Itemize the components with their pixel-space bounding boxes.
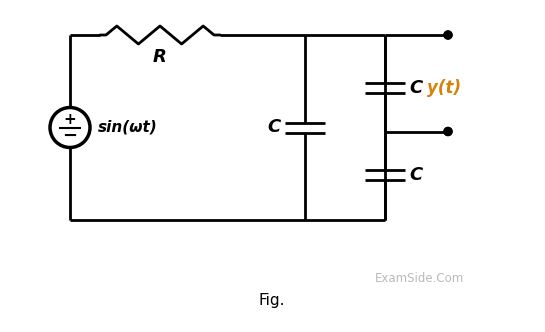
Text: −: − [63, 127, 77, 145]
Circle shape [445, 128, 451, 135]
Text: C: C [268, 119, 281, 136]
Text: ExamSide.Com: ExamSide.Com [376, 272, 465, 285]
Text: +: + [64, 113, 76, 127]
Text: sin(ωt): sin(ωt) [98, 120, 158, 135]
Text: C: C [409, 166, 422, 184]
Text: y(t): y(t) [427, 79, 461, 97]
Text: C: C [409, 79, 422, 97]
Text: Fig.: Fig. [259, 292, 285, 307]
Circle shape [445, 32, 451, 39]
Text: R: R [153, 48, 167, 66]
